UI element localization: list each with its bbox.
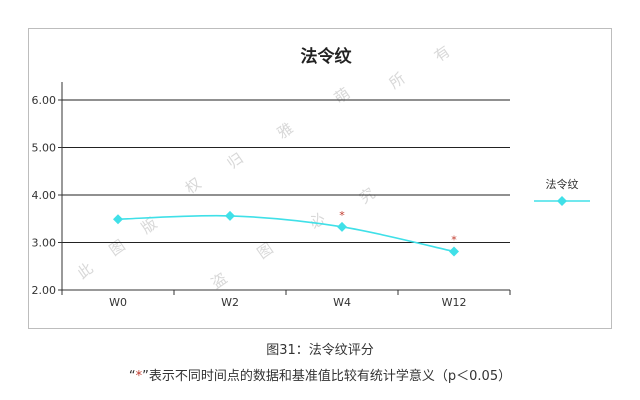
watermark-char: 必 — [306, 209, 329, 232]
y-tick-label: 6.00 — [32, 94, 57, 107]
legend-marker — [557, 196, 567, 206]
series — [117, 214, 455, 253]
x-tick-label: W4 — [333, 296, 351, 309]
x-tick-label: W0 — [109, 296, 127, 309]
axes: 2.00 3.00 4.00 5.00 6.00 W0 W2 W4 W12 — [32, 82, 511, 309]
chart-frame — [28, 28, 612, 329]
y-tick-label: 5.00 — [32, 142, 57, 155]
watermark-char: 有 — [431, 42, 454, 65]
note-text: 表示不同时间点的数据和基准值比较有统计学意义（p＜0.05） — [148, 369, 512, 384]
watermark-char: 所 — [386, 69, 409, 92]
watermark-char: 萌 — [331, 84, 354, 107]
significance-star: * — [339, 209, 345, 222]
note-close-quote: ” — [142, 369, 149, 384]
watermark-char: 图 — [106, 236, 129, 259]
legend: 法令纹 — [534, 177, 590, 206]
y-tick-label: 4.00 — [32, 189, 57, 202]
data-point — [449, 246, 459, 257]
y-tick-label: 2.00 — [32, 284, 57, 297]
series-line — [117, 214, 455, 253]
data-point — [225, 210, 235, 221]
watermark-char: 归 — [224, 149, 247, 172]
x-tick-label: W2 — [221, 296, 239, 309]
significance-star: * — [451, 234, 457, 247]
markers: ** — [113, 209, 459, 257]
x-tick-label: W12 — [442, 296, 467, 309]
note-open-quote: “ — [128, 369, 136, 384]
figure-caption: 图31：法令纹评分 — [266, 343, 374, 358]
watermark-char: 此 — [74, 259, 97, 282]
legend-label: 法令纹 — [546, 177, 579, 191]
y-tick-label: 3.00 — [32, 237, 57, 250]
data-point — [113, 214, 123, 225]
watermark-char: 盗 — [208, 269, 231, 292]
significance-note: “*”表示不同时间点的数据和基准值比较有统计学意义（p＜0.05） — [0, 365, 640, 384]
chart-title: 法令纹 — [301, 46, 353, 67]
note-star: * — [135, 369, 143, 384]
data-point — [337, 221, 347, 232]
watermark-char: 究 — [356, 184, 379, 207]
watermark-char: 雅 — [274, 119, 297, 142]
watermark-char: 权 — [182, 174, 205, 197]
